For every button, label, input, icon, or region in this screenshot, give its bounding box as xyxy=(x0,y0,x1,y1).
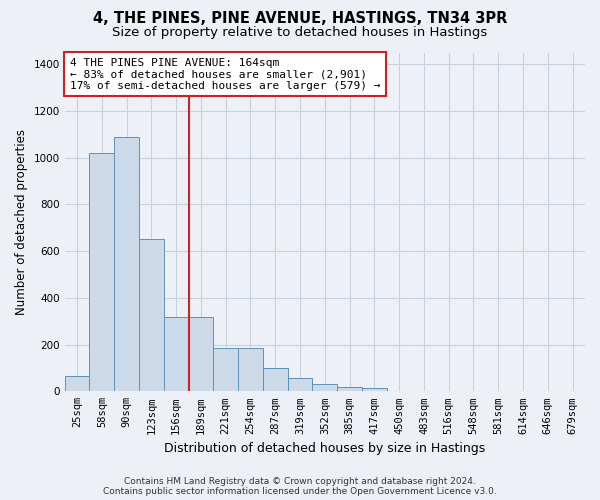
Bar xyxy=(65,376,89,392)
Text: 4 THE PINES PINE AVENUE: 164sqm
← 83% of detached houses are smaller (2,901)
17%: 4 THE PINES PINE AVENUE: 164sqm ← 83% of… xyxy=(70,58,380,91)
Bar xyxy=(313,384,337,392)
Bar xyxy=(263,368,287,392)
Text: 4, THE PINES, PINE AVENUE, HASTINGS, TN34 3PR: 4, THE PINES, PINE AVENUE, HASTINGS, TN3… xyxy=(93,11,507,26)
Bar xyxy=(337,386,362,392)
Bar xyxy=(89,153,114,392)
Text: Size of property relative to detached houses in Hastings: Size of property relative to detached ho… xyxy=(112,26,488,39)
Bar xyxy=(114,136,139,392)
Bar xyxy=(214,348,238,392)
X-axis label: Distribution of detached houses by size in Hastings: Distribution of detached houses by size … xyxy=(164,442,485,455)
Bar xyxy=(287,378,313,392)
Bar xyxy=(188,316,214,392)
Y-axis label: Number of detached properties: Number of detached properties xyxy=(15,129,28,315)
Bar xyxy=(164,316,188,392)
Bar xyxy=(362,388,387,392)
Bar xyxy=(238,348,263,392)
Text: Contains HM Land Registry data © Crown copyright and database right 2024.
Contai: Contains HM Land Registry data © Crown c… xyxy=(103,476,497,496)
Bar xyxy=(139,240,164,392)
